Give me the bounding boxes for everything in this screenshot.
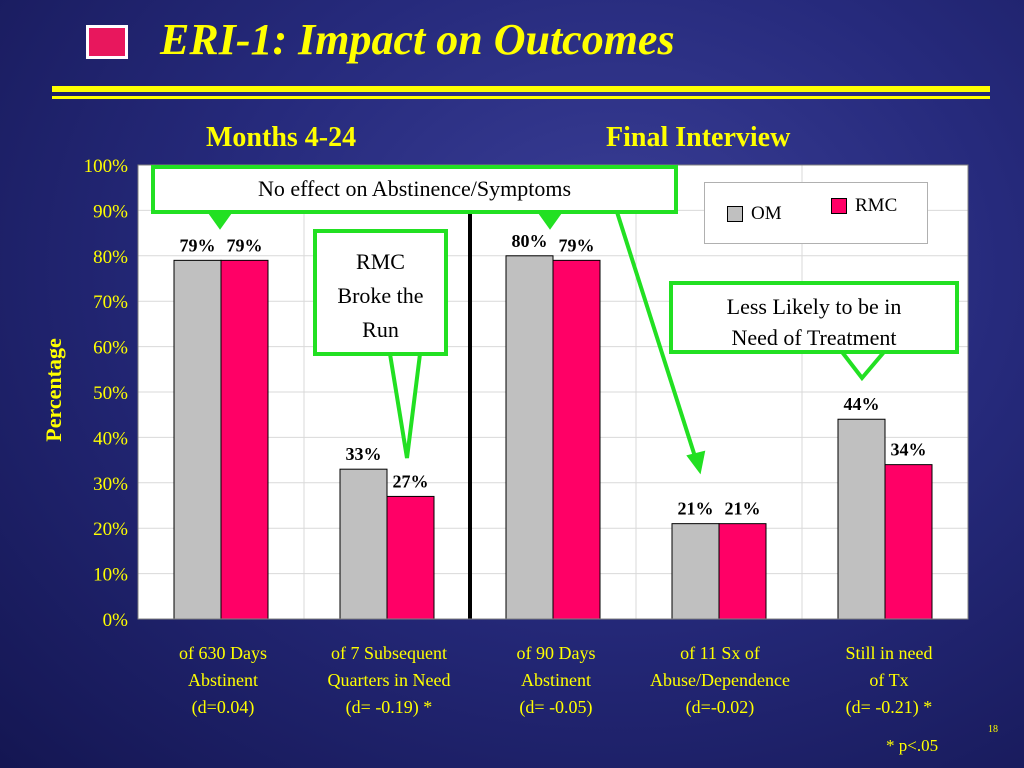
category-label-line: (d= -0.21) * — [845, 697, 933, 717]
legend-label-om: OM — [751, 203, 782, 224]
callout-arrow-line — [615, 211, 700, 467]
category-label-line: Still in need — [845, 643, 933, 663]
category-label-line: of 7 Subsequent — [331, 643, 447, 663]
category-label-line: of 90 Days — [516, 643, 596, 663]
bar-value-label: 44% — [844, 394, 880, 414]
bar-rmc — [386, 495, 435, 620]
callout-line: Less Likely to be in — [726, 294, 902, 319]
bar-rmc — [552, 259, 601, 620]
y-tick-label: 80% — [93, 247, 128, 268]
callout-pointer — [538, 213, 562, 230]
bar-value-label: 21% — [678, 499, 714, 519]
y-tick-label: 70% — [93, 292, 128, 313]
y-tick-label: 40% — [93, 428, 128, 449]
callout-pointer — [208, 213, 232, 230]
callout-less-likely: Less Likely to be in Need of Treatment — [669, 281, 959, 354]
bar-value-label: 33% — [346, 444, 382, 464]
y-tick-label: 30% — [93, 474, 128, 495]
y-tick-label: 100% — [84, 156, 129, 177]
bar-value-label: 27% — [393, 471, 429, 491]
y-tick-label: 10% — [93, 565, 128, 586]
legend-label-rmc: RMC — [855, 195, 898, 216]
category-label-line: (d=0.04) — [191, 697, 255, 717]
title-bullet-square — [86, 25, 128, 59]
callout-line: Broke the — [337, 283, 424, 308]
category-label-5: Still in need of Tx (d= -0.21) * — [794, 640, 984, 721]
category-label-3: of 90 Days Abstinent (d= -0.05) — [461, 640, 651, 721]
bar-value-label: 79% — [227, 235, 263, 255]
category-label-4: of 11 Sx of Abuse/Dependence (d=-0.02) — [625, 640, 815, 721]
section-label-months: Months 4-24 — [206, 122, 357, 153]
callout-no-effect: No effect on Abstinence/Symptoms — [151, 165, 678, 214]
category-label-2: of 7 Subsequent Quarters in Need (d= -0.… — [294, 640, 484, 721]
bar-om — [505, 255, 554, 620]
category-label-line: of 11 Sx of — [680, 643, 760, 663]
callout-line: Need of Treatment — [731, 325, 897, 350]
bar-value-label: 80% — [512, 231, 548, 251]
bar-om — [173, 259, 222, 620]
bar-om — [671, 523, 720, 620]
y-tick-label: 20% — [93, 519, 128, 540]
y-tick-label: 60% — [93, 338, 128, 359]
chart-legend: OM RMC — [704, 182, 928, 244]
title-rule-thin — [52, 96, 990, 99]
y-axis-label: Percentage — [41, 338, 66, 442]
bar-om — [837, 418, 886, 620]
category-label-line: Quarters in Need — [327, 670, 451, 690]
title-rule-thick — [52, 86, 990, 92]
category-label-1: of 630 Days Abstinent (d=0.04) — [128, 640, 318, 721]
category-label-line: (d= -0.05) — [519, 697, 593, 717]
bar-om — [339, 468, 388, 620]
category-label-line: (d= -0.19) * — [345, 697, 433, 717]
category-label-line: Abstinent — [188, 670, 258, 690]
bar-value-label: 79% — [180, 235, 216, 255]
category-label-line: Abstinent — [521, 670, 591, 690]
legend-swatch-om — [727, 206, 743, 222]
callout-arrow-head — [686, 450, 706, 475]
y-tick-label: 50% — [93, 383, 128, 404]
bar-rmc — [884, 464, 933, 620]
section-label-final: Final Interview — [606, 122, 791, 153]
bar-rmc — [718, 523, 767, 620]
bar-value-label: 34% — [891, 440, 927, 460]
legend-swatch-rmc — [831, 198, 847, 214]
category-label-line: (d=-0.02) — [685, 697, 755, 717]
significance-footnote: * p<.05 — [886, 736, 939, 755]
callout-line: Run — [362, 317, 399, 342]
callout-broke-run: RMC Broke the Run — [313, 229, 448, 356]
callout-line: RMC — [356, 249, 405, 274]
bar-rmc — [220, 259, 269, 620]
slide-title: ERI-1: Impact on Outcomes — [160, 15, 675, 64]
y-tick-label: 90% — [93, 201, 128, 222]
y-tick-label: 0% — [103, 610, 129, 631]
slide-number: 18 — [988, 724, 998, 735]
category-label-line: of 630 Days — [179, 643, 267, 663]
bar-value-label: 79% — [559, 235, 595, 255]
category-label-line: Abuse/Dependence — [650, 670, 790, 690]
category-label-line: of Tx — [869, 670, 909, 690]
legend-item-rmc: RMC — [831, 195, 897, 217]
legend-item-om: OM — [727, 203, 782, 225]
bar-value-label: 21% — [725, 499, 761, 519]
